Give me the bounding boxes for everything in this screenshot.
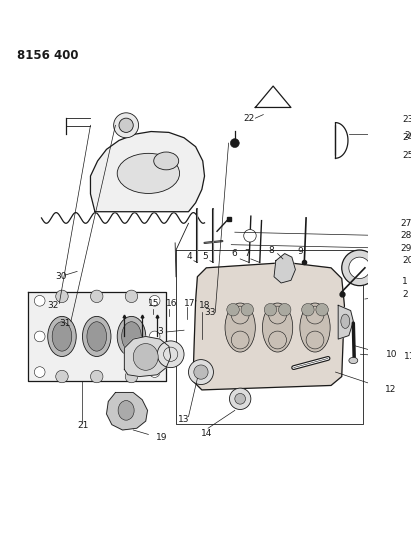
Text: 18: 18 [199, 301, 211, 310]
Ellipse shape [117, 317, 146, 357]
Text: 27: 27 [401, 219, 411, 228]
Text: 33: 33 [205, 308, 216, 317]
Ellipse shape [300, 303, 330, 352]
Polygon shape [125, 336, 171, 376]
Ellipse shape [341, 314, 350, 328]
Circle shape [125, 370, 138, 383]
Circle shape [35, 331, 45, 342]
Circle shape [149, 331, 160, 342]
Text: 8: 8 [269, 246, 275, 255]
Text: 6: 6 [231, 249, 237, 258]
Text: 16: 16 [166, 299, 178, 308]
Circle shape [349, 257, 370, 279]
Circle shape [194, 365, 208, 379]
Ellipse shape [122, 322, 141, 351]
Ellipse shape [154, 152, 179, 170]
Text: 4: 4 [187, 252, 192, 261]
Ellipse shape [225, 303, 255, 352]
Text: 19: 19 [157, 433, 168, 442]
Circle shape [382, 124, 398, 140]
Text: 15: 15 [148, 299, 160, 308]
Ellipse shape [52, 322, 72, 351]
Polygon shape [90, 132, 205, 212]
Ellipse shape [87, 322, 106, 351]
Circle shape [149, 367, 160, 377]
Circle shape [302, 303, 314, 316]
Polygon shape [106, 393, 148, 430]
Text: 8156 400: 8156 400 [17, 49, 79, 62]
Text: 25: 25 [402, 151, 411, 160]
Ellipse shape [263, 303, 293, 352]
Text: 7: 7 [244, 249, 249, 258]
Polygon shape [28, 292, 166, 381]
Circle shape [56, 370, 68, 383]
Polygon shape [338, 305, 353, 339]
Circle shape [316, 303, 328, 316]
Circle shape [56, 290, 68, 303]
Circle shape [235, 393, 245, 404]
Circle shape [279, 303, 291, 316]
Text: 29: 29 [401, 244, 411, 253]
Circle shape [157, 341, 184, 368]
Text: 30: 30 [55, 272, 66, 281]
Circle shape [114, 113, 139, 138]
Text: 26: 26 [404, 132, 411, 141]
Circle shape [244, 230, 256, 242]
Text: 28: 28 [401, 231, 411, 240]
Text: 23: 23 [402, 116, 411, 124]
Text: 1: 1 [402, 277, 408, 286]
Circle shape [230, 139, 239, 148]
Circle shape [35, 295, 45, 306]
Circle shape [229, 388, 251, 409]
Circle shape [90, 290, 103, 303]
Text: 13: 13 [178, 415, 189, 424]
Text: 11: 11 [404, 352, 411, 361]
Text: 22: 22 [244, 114, 255, 123]
Text: 5: 5 [203, 252, 208, 261]
Circle shape [189, 360, 213, 384]
Text: 14: 14 [201, 429, 212, 438]
Circle shape [35, 367, 45, 377]
Circle shape [119, 118, 133, 132]
Text: 24: 24 [402, 133, 411, 142]
Text: 3: 3 [157, 327, 163, 336]
Ellipse shape [133, 344, 158, 370]
Polygon shape [193, 262, 344, 390]
Circle shape [383, 145, 397, 159]
Ellipse shape [118, 401, 134, 420]
Text: 31: 31 [59, 319, 71, 328]
Text: 12: 12 [385, 385, 396, 394]
Text: 20: 20 [402, 256, 411, 265]
Ellipse shape [83, 317, 111, 357]
Polygon shape [274, 254, 296, 283]
Circle shape [90, 370, 103, 383]
Text: 17: 17 [184, 299, 196, 308]
Text: 32: 32 [48, 301, 59, 310]
Ellipse shape [117, 154, 180, 193]
Circle shape [241, 303, 254, 316]
Circle shape [149, 295, 160, 306]
Ellipse shape [48, 317, 76, 357]
Circle shape [342, 250, 377, 286]
Circle shape [264, 303, 277, 316]
Ellipse shape [349, 358, 358, 364]
Circle shape [387, 129, 393, 134]
Circle shape [227, 303, 239, 316]
Text: 10: 10 [386, 350, 398, 359]
Text: 2: 2 [402, 290, 408, 299]
Text: 21: 21 [77, 421, 88, 430]
Circle shape [125, 290, 138, 303]
Text: 9: 9 [297, 247, 303, 256]
